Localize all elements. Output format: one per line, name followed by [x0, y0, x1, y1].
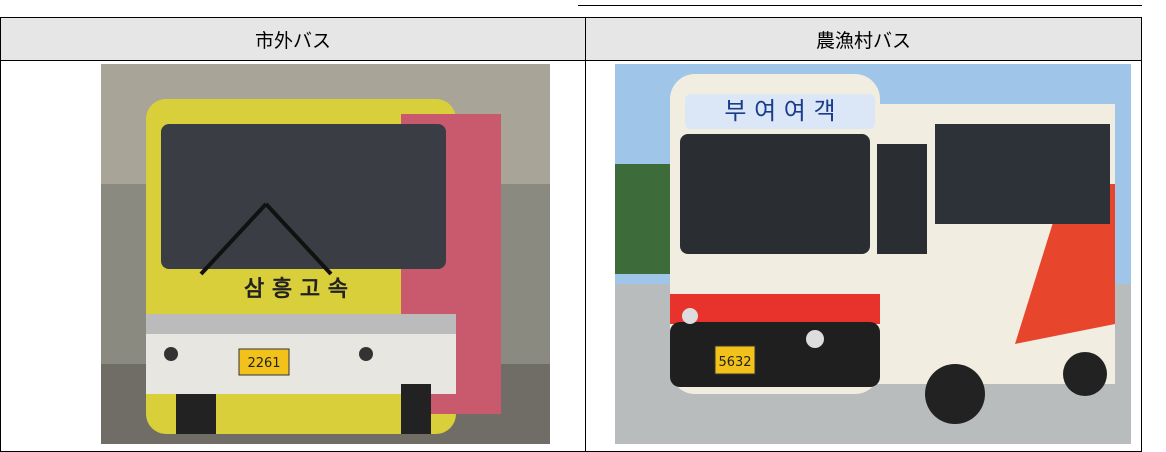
rule	[578, 5, 1142, 6]
plate: 5632	[718, 355, 751, 370]
bus-sign: 삼 흥 고 속	[244, 277, 348, 302]
image-cell: 삼 흥 고 속 2261	[0, 60, 586, 452]
image-cell: 부 여 여 객 5632	[585, 60, 1142, 452]
bus-sign: 부 여 여 객	[724, 97, 835, 125]
plate: 2261	[247, 356, 280, 371]
rural-bus-photo: 부 여 여 객 5632	[615, 64, 1131, 444]
header-cell: 市外バス	[0, 17, 586, 61]
intercity-bus-photo: 삼 흥 고 속 2261	[101, 64, 550, 444]
bus-table: 市外バス 農漁村バス 삼 흥 고 속	[0, 17, 1142, 452]
header-cell: 農漁村バス	[585, 17, 1142, 61]
